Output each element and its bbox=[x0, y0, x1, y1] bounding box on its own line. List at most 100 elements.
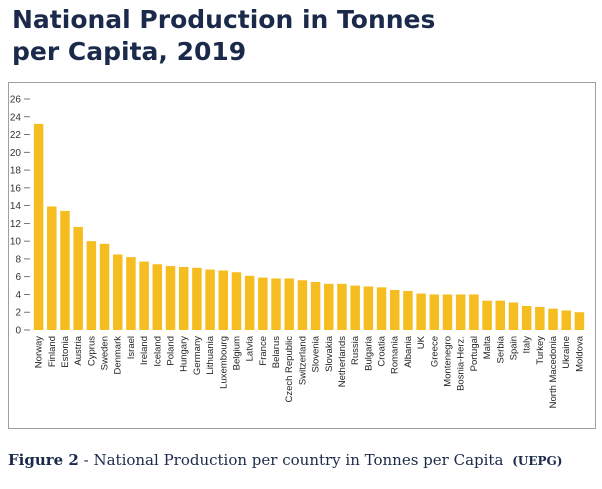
bar-albania bbox=[403, 290, 413, 330]
bar-bulgaria bbox=[363, 286, 374, 330]
bar-serbia bbox=[495, 300, 506, 330]
bar-czech-republic bbox=[284, 278, 294, 330]
x-tick-label: UK bbox=[416, 335, 427, 349]
y-tick-label: 14 bbox=[10, 201, 22, 212]
x-tick-label: France bbox=[258, 336, 269, 366]
bar-spain bbox=[508, 302, 519, 330]
x-tick-label: Poland bbox=[166, 336, 177, 366]
bar-greece bbox=[429, 294, 440, 330]
bar-italy bbox=[521, 306, 532, 330]
x-tick-label: Luxembourg bbox=[218, 336, 229, 389]
bar-ukraine bbox=[561, 310, 571, 330]
x-tick-label: Belgium bbox=[231, 336, 242, 370]
bar-netherlands bbox=[337, 283, 347, 330]
bar-malta bbox=[482, 300, 492, 330]
bar-bosnia-herz- bbox=[455, 294, 466, 330]
y-tick-label: 6 bbox=[15, 272, 21, 283]
x-tick-label: Montenegro bbox=[443, 336, 454, 387]
x-tick-label: Bosnia-Herz. bbox=[456, 336, 467, 391]
x-tick-label: Belarus bbox=[271, 336, 282, 368]
x-tick-label: Turkey bbox=[535, 336, 546, 365]
x-tick-label: Romania bbox=[390, 335, 401, 374]
y-tick-label: 22 bbox=[10, 130, 22, 141]
bar-luxembourg bbox=[218, 270, 229, 330]
x-tick-label: Serbia bbox=[495, 335, 506, 363]
x-tick-label: Bulgaria bbox=[363, 335, 374, 371]
x-tick-label: Austria bbox=[73, 335, 84, 365]
x-tick-label: Sweden bbox=[100, 336, 111, 370]
x-axis-labels: Norway Finland Estonia Austria Cyprus Sweden D… bbox=[34, 335, 586, 408]
caption-text: - National Production per country in Ton… bbox=[83, 451, 504, 469]
bar-denmark bbox=[112, 254, 123, 330]
bar-portugal bbox=[469, 294, 479, 330]
chart-title-line-1: National Production in Tonnes bbox=[12, 5, 436, 34]
bar-croatia bbox=[376, 287, 387, 330]
y-tick-label: 26 bbox=[10, 95, 22, 106]
x-tick-label: Ireland bbox=[139, 336, 150, 365]
bar-sweden bbox=[99, 243, 110, 330]
x-tick-label: North Macedonia bbox=[548, 335, 559, 408]
x-tick-label: Cyprus bbox=[86, 336, 97, 366]
y-tick-label: 0 bbox=[15, 326, 21, 337]
x-tick-label: Italy bbox=[522, 336, 533, 354]
x-tick-label: Latvia bbox=[245, 335, 256, 361]
chart-title-line-2: per Capita, 2019 bbox=[12, 37, 247, 66]
x-tick-label: Slovenia bbox=[311, 335, 322, 372]
y-tick-label: 24 bbox=[10, 112, 22, 123]
bar-russia bbox=[350, 285, 360, 330]
bars bbox=[33, 123, 585, 330]
bar-slovenia bbox=[310, 282, 321, 330]
bar-ireland bbox=[139, 261, 149, 330]
bar-finland bbox=[47, 206, 57, 330]
x-tick-label: Czech Republic bbox=[284, 336, 295, 403]
x-tick-label: Lithuania bbox=[205, 335, 216, 374]
y-tick-label: 20 bbox=[10, 148, 22, 159]
x-tick-label: Israel bbox=[126, 336, 137, 359]
bar-north-macedonia bbox=[548, 308, 558, 330]
bar-israel bbox=[126, 257, 136, 330]
bar-france bbox=[258, 277, 268, 330]
bar-lithuania bbox=[205, 269, 215, 330]
x-tick-label: Finland bbox=[47, 336, 58, 367]
y-tick-label: 12 bbox=[10, 219, 22, 230]
y-tick-label: 2 bbox=[15, 308, 21, 319]
x-tick-label: Estonia bbox=[60, 335, 71, 367]
x-tick-label: Iceland bbox=[152, 336, 163, 367]
bar-turkey bbox=[535, 306, 545, 330]
bar-latvia bbox=[244, 275, 255, 330]
chart-frame bbox=[8, 82, 596, 429]
x-tick-label: Switzerland bbox=[297, 336, 308, 385]
x-tick-label: Portugal bbox=[469, 336, 480, 371]
bar-romania bbox=[389, 290, 400, 330]
bar-norway bbox=[33, 123, 44, 330]
x-tick-label: Moldova bbox=[574, 335, 585, 372]
y-tick-label: 16 bbox=[10, 183, 22, 194]
y-tick-label: 8 bbox=[15, 254, 21, 265]
x-tick-label: Greece bbox=[429, 336, 440, 367]
bar-cyprus bbox=[86, 241, 97, 330]
bar-belgium bbox=[231, 272, 242, 330]
caption-figure-label: Figure 2 bbox=[8, 451, 79, 469]
bar-austria bbox=[73, 226, 83, 330]
bar-estonia bbox=[60, 210, 70, 330]
bar-belarus bbox=[271, 278, 281, 330]
y-tick-label: 10 bbox=[10, 237, 22, 248]
bar-iceland bbox=[152, 264, 163, 330]
x-tick-label: Russia bbox=[350, 335, 361, 365]
x-tick-label: Albania bbox=[403, 335, 414, 367]
x-tick-label: Malta bbox=[482, 335, 493, 359]
bar-switzerland bbox=[297, 280, 308, 330]
bar-poland bbox=[165, 266, 176, 330]
bar-montenegro bbox=[442, 294, 453, 330]
x-tick-label: Norway bbox=[34, 336, 45, 368]
x-tick-label: Germany bbox=[192, 336, 203, 375]
figure-caption: Figure 2 - National Production per count… bbox=[8, 451, 598, 469]
bar-germany bbox=[192, 267, 202, 330]
x-tick-label: Hungary bbox=[179, 336, 190, 372]
x-tick-label: Ukraine bbox=[561, 336, 572, 369]
bar-slovakia bbox=[324, 283, 334, 330]
bar-moldova bbox=[574, 312, 585, 330]
caption-source: (UEPG) bbox=[512, 454, 563, 468]
